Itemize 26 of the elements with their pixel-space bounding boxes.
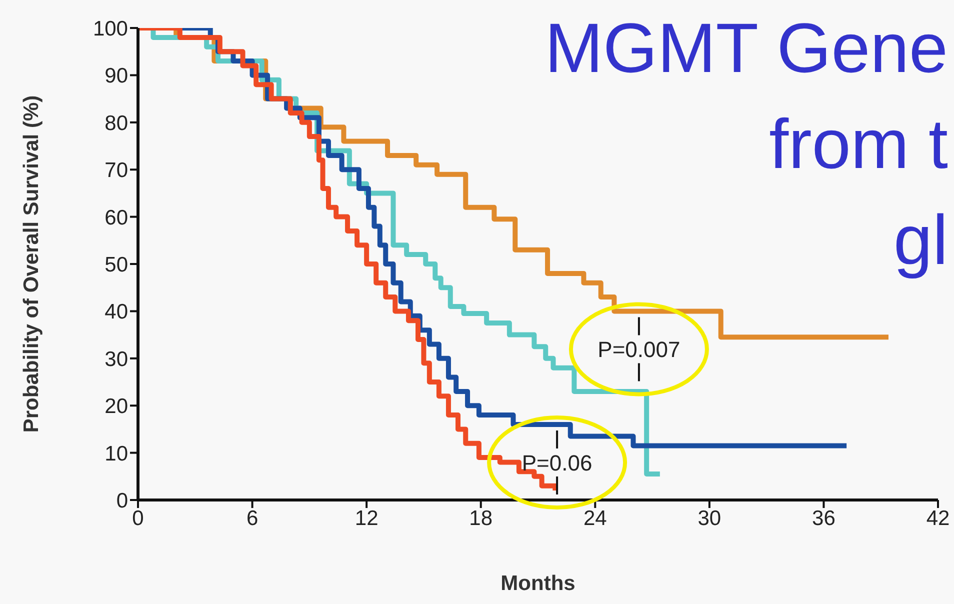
annotation: gl [892, 200, 948, 281]
x-axis-title: Months [500, 572, 576, 596]
annotation: P=0.007 [598, 337, 680, 362]
x-tick-label: 36 [812, 506, 836, 530]
y-tick-label: 80 [104, 112, 128, 135]
x-tick-label: 30 [698, 506, 722, 530]
y-tick-label: 30 [104, 348, 128, 371]
y-tick-label: 0 [116, 489, 128, 512]
y-tick-label: 10 [104, 442, 128, 466]
x-tick-label: 42 [926, 506, 950, 530]
x-tick-label: 18 [469, 506, 493, 530]
y-tick-label: 40 [104, 300, 128, 324]
y-tick-label: 20 [104, 395, 128, 418]
x-tick-label: 6 [246, 506, 258, 530]
annotation: from t [768, 104, 948, 185]
chart-title: MGMT Gene [544, 8, 948, 89]
y-tick-label: 100 [92, 17, 128, 40]
annotation: P=0.06 [522, 450, 592, 476]
y-axis-title: Probability of Overall Survival (%) [20, 95, 44, 433]
x-tick-label: 24 [583, 506, 608, 530]
x-tick-label: 12 [354, 506, 378, 530]
y-tick-label: 70 [104, 159, 128, 182]
y-tick-label: 90 [104, 64, 128, 88]
y-tick-label: 50 [104, 253, 128, 276]
x-tick-label: 0 [132, 506, 144, 530]
y-tick-label: 60 [104, 206, 128, 230]
